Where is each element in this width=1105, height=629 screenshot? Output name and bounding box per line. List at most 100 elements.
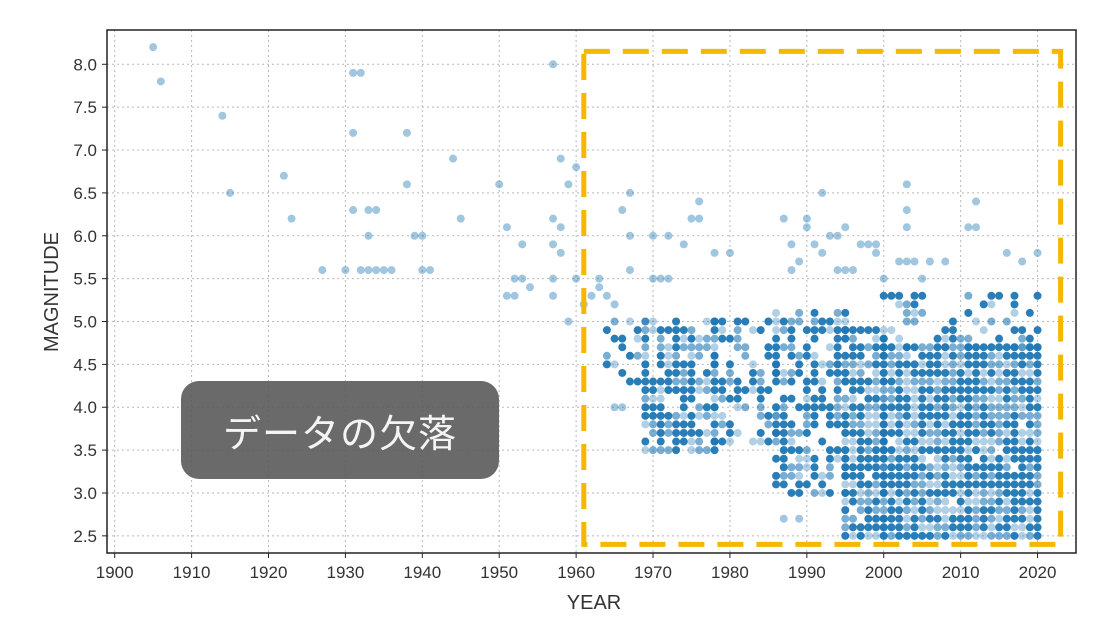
data-point: [841, 463, 850, 472]
data-point: [625, 188, 634, 197]
data-point: [995, 437, 1004, 446]
data-point: [910, 506, 919, 515]
data-point: [941, 377, 950, 386]
data-point: [741, 403, 750, 412]
data-point: [695, 343, 704, 352]
x-tick-label: 1940: [403, 563, 441, 582]
data-point: [933, 523, 942, 532]
y-tick-label: 3.5: [73, 441, 97, 460]
data-point: [895, 360, 904, 369]
data-point: [387, 266, 396, 275]
data-point: [841, 446, 850, 455]
data-point: [902, 180, 911, 189]
y-tick-label: 2.5: [73, 527, 97, 546]
data-point: [933, 471, 942, 480]
data-point: [895, 531, 904, 540]
data-point: [1018, 326, 1027, 335]
data-point: [779, 326, 788, 335]
data-point: [933, 463, 942, 472]
data-point: [979, 497, 988, 506]
data-point: [818, 360, 827, 369]
data-point: [656, 274, 665, 283]
data-point: [979, 471, 988, 480]
data-point: [941, 386, 950, 395]
y-tick-label: 4.0: [73, 398, 97, 417]
data-point: [825, 454, 834, 463]
data-point: [695, 437, 704, 446]
data-point: [1018, 437, 1027, 446]
data-point: [918, 446, 927, 455]
data-point: [941, 480, 950, 489]
data-point: [664, 428, 673, 437]
data-point: [802, 351, 811, 360]
data-point: [1025, 514, 1034, 523]
data-point: [733, 326, 742, 335]
y-axis-label: MAGNITUDE: [41, 232, 63, 352]
data-point: [602, 326, 611, 335]
data-point: [933, 420, 942, 429]
data-point: [902, 454, 911, 463]
data-point: [864, 514, 873, 523]
data-point: [933, 334, 942, 343]
data-point: [649, 403, 658, 412]
data-point: [1033, 394, 1042, 403]
x-tick-label: 1960: [557, 563, 595, 582]
data-point: [818, 437, 827, 446]
data-point: [948, 488, 957, 497]
data-point: [972, 531, 981, 540]
data-point: [848, 403, 857, 412]
data-point: [656, 377, 665, 386]
data-point: [687, 368, 696, 377]
data-point: [864, 377, 873, 386]
data-point: [710, 411, 719, 420]
data-point: [710, 403, 719, 412]
data-point: [933, 360, 942, 369]
data-point: [956, 368, 965, 377]
data-point: [356, 68, 365, 77]
data-point: [995, 403, 1004, 412]
data-point: [795, 308, 804, 317]
data-point: [656, 343, 665, 352]
data-point: [364, 266, 373, 275]
data-point: [948, 463, 957, 472]
data-point: [1025, 343, 1034, 352]
data-point: [687, 386, 696, 395]
data-point: [349, 128, 358, 137]
data-point: [1025, 403, 1034, 412]
data-point: [856, 420, 865, 429]
data-point: [687, 446, 696, 455]
data-point: [872, 377, 881, 386]
data-point: [787, 420, 796, 429]
data-point: [879, 514, 888, 523]
data-point: [1033, 428, 1042, 437]
data-point: [933, 480, 942, 489]
data-point: [895, 343, 904, 352]
data-point: [641, 360, 650, 369]
data-point: [656, 428, 665, 437]
data-point: [702, 317, 711, 326]
data-point: [795, 428, 804, 437]
data-point: [910, 480, 919, 489]
data-point: [987, 411, 996, 420]
data-point: [818, 480, 827, 489]
data-point: [910, 446, 919, 455]
data-point: [910, 454, 919, 463]
data-point: [733, 428, 742, 437]
data-point: [833, 326, 842, 335]
data-point: [718, 334, 727, 343]
data-point: [902, 463, 911, 472]
data-point: [279, 171, 288, 180]
data-point: [802, 343, 811, 352]
data-point: [1018, 343, 1027, 352]
data-point: [972, 317, 981, 326]
data-point: [941, 471, 950, 480]
data-point: [1010, 446, 1019, 455]
data-point: [825, 231, 834, 240]
data-point: [833, 343, 842, 352]
data-point: [641, 386, 650, 395]
data-point: [979, 514, 988, 523]
data-point: [525, 283, 534, 292]
data-point: [902, 351, 911, 360]
data-point: [641, 368, 650, 377]
data-point: [710, 377, 719, 386]
